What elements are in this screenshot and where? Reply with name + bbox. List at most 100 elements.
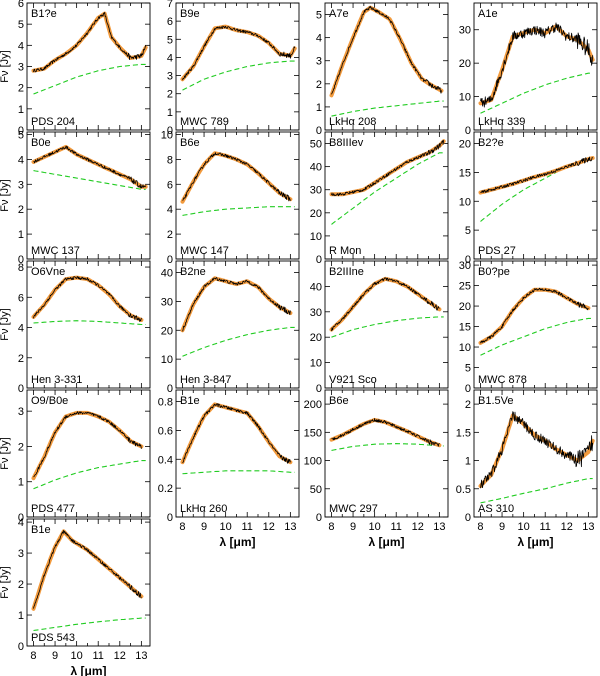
y-tick-label: 10: [459, 92, 471, 104]
y-tick-label: 6: [18, 292, 24, 304]
continuum-line: [480, 72, 593, 114]
observed-spectrum: [182, 277, 291, 332]
spectrum-panel: 0 10 20 30 40 50 B8IIIev R Mon: [310, 131, 449, 266]
observed-spectrum: [331, 139, 445, 197]
y-tick-label: 1: [18, 229, 24, 241]
observed-spectrum: [480, 22, 594, 108]
x-axis-label: λ [μm]: [70, 664, 106, 676]
y-tick-label: 2: [18, 83, 24, 95]
y-tick-label: 2: [316, 79, 322, 91]
observed-spectrum: [331, 5, 442, 95]
panel-frame: [473, 260, 598, 389]
y-tick-label: 4: [167, 204, 173, 216]
observed-spectrum: [33, 276, 142, 322]
spectrum-panel: 0 1 2 3 4 5 B0e MWC 137: [18, 129, 151, 266]
panel-frame: [175, 2, 300, 131]
fit-line: [329, 139, 446, 197]
y-tick-label: 0: [167, 125, 173, 137]
continuum-line: [480, 158, 593, 222]
y-tick-label: 4: [18, 40, 24, 52]
y-tick-label: 10: [310, 358, 322, 370]
y-tick-label: 50: [310, 139, 322, 151]
spectral-type-label: B2IIIne: [329, 266, 364, 278]
continuum-line: [480, 478, 593, 504]
y-tick-label: 3: [18, 406, 24, 418]
panel-frame: [324, 131, 449, 260]
y-tick-label: 4: [316, 33, 322, 45]
x-tick-label: 11: [92, 650, 103, 662]
observed-spectrum: [480, 287, 589, 344]
y-tick-label: 4: [18, 323, 24, 335]
y-tick-label: 0: [465, 383, 471, 395]
y-tick-label: 20: [459, 301, 471, 313]
y-tick-label: 40: [310, 281, 322, 293]
star-name-label: MWC 878: [478, 374, 527, 386]
continuum-line: [182, 206, 295, 216]
y-tick-label: 5: [18, 19, 24, 31]
spectral-type-label: A7e: [329, 8, 349, 20]
panel-frame: [324, 389, 449, 518]
fit-line: [31, 529, 144, 611]
continuum-line: [33, 63, 146, 95]
observed-spectrum: [182, 25, 296, 81]
spectral-type-label: B1e: [31, 524, 51, 536]
y-tick-label: 5: [167, 34, 173, 46]
spectrum-panel: 0 0.2 0.4 0.6 0.8 B1e LkHα 260 8 9 10 11 12 13: [158, 389, 300, 533]
y-tick-label: 0: [18, 125, 24, 137]
continuum-line: [33, 320, 146, 326]
spectrum-panel: 0 10 20 30 40 B2IIIne V921 Sco: [310, 260, 449, 395]
y-axis-label: Fν [Jy]: [0, 179, 11, 211]
star-name-label: R Mon: [329, 245, 361, 257]
x-tick-label: 12: [263, 521, 275, 533]
continuum-line: [480, 317, 593, 356]
y-tick-label: 0: [316, 254, 322, 266]
y-tick-label: 25: [459, 281, 471, 293]
y-tick-label: 40: [161, 268, 173, 280]
axis-titles: Fν [Jy] Fν [Jy] Fν [Jy] Fν [Jy] λ [μm] λ [μm]…: [0, 50, 554, 676]
star-name-label: PDS 477: [31, 503, 75, 515]
star-name-label: MWC 137: [31, 245, 80, 257]
fit-line: [180, 402, 293, 465]
y-tick-label: 10: [459, 342, 471, 354]
y-tick-label: 6: [167, 179, 173, 191]
y-axis-label: Fν [Jy]: [0, 308, 11, 340]
x-tick-label: 9: [350, 521, 356, 533]
spectral-type-label: B9e: [180, 8, 200, 20]
y-tick-label: 0: [316, 512, 322, 524]
y-tick-label: 10: [161, 129, 173, 141]
spectral-type-label: B0e: [31, 137, 51, 149]
y-tick-label: 20: [310, 332, 322, 344]
y-tick-label: 8: [18, 262, 24, 274]
spectrum-panel: 0 5 10 15 20 25 30 B0?pe MWC 878: [459, 260, 598, 395]
panel-frame: [175, 389, 300, 518]
star-name-label: MWC 789: [180, 116, 229, 128]
y-tick-label: 1: [167, 107, 173, 119]
star-name-label: PDS 27: [478, 245, 516, 257]
y-tick-label: 0.8: [158, 397, 173, 409]
y-tick-label: 30: [161, 296, 173, 308]
spectral-type-label: B1?e: [31, 8, 57, 20]
y-tick-label: 20: [459, 139, 471, 151]
y-tick-label: 1: [465, 456, 471, 468]
x-tick-label: 8: [179, 521, 185, 533]
continuum-line: [331, 100, 444, 117]
spectral-type-label: O9/B0e: [31, 395, 68, 407]
star-name-label: Hen 3-331: [31, 374, 82, 386]
x-tick-label: 13: [433, 521, 445, 533]
y-tick-label: 8: [167, 154, 173, 166]
y-tick-label: 2: [18, 353, 24, 365]
y-tick-label: 40: [310, 162, 322, 174]
continuum-line: [331, 443, 444, 451]
y-tick-label: 2: [18, 204, 24, 216]
y-tick-label: 0.4: [158, 454, 173, 466]
spectrum-panel: 0 1 2 3 4 5 A7e LkHα 208: [316, 2, 449, 137]
spectrum-panel: 0 2 4 6 8 10 B6e MWC 147: [161, 129, 300, 266]
continuum-line: [331, 152, 444, 225]
y-tick-label: 3: [18, 62, 24, 74]
continuum-line: [33, 170, 146, 190]
y-tick-label: 0: [167, 254, 173, 266]
y-tick-label: 0: [18, 641, 24, 653]
